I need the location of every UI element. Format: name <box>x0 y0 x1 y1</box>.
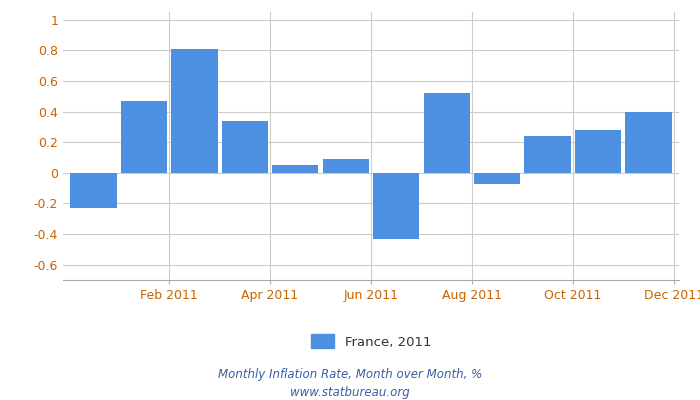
Legend: France, 2011: France, 2011 <box>305 329 437 354</box>
Bar <box>221 121 268 173</box>
Bar <box>474 173 521 184</box>
Bar <box>120 101 167 173</box>
Bar <box>70 173 116 208</box>
Bar <box>373 173 419 239</box>
Bar <box>323 159 369 173</box>
Bar <box>524 136 571 173</box>
Bar <box>424 93 470 173</box>
Text: www.statbureau.org: www.statbureau.org <box>290 386 410 399</box>
Bar <box>626 112 672 173</box>
Text: Monthly Inflation Rate, Month over Month, %: Monthly Inflation Rate, Month over Month… <box>218 368 482 381</box>
Bar <box>272 165 318 173</box>
Bar <box>171 49 218 173</box>
Bar <box>575 130 622 173</box>
